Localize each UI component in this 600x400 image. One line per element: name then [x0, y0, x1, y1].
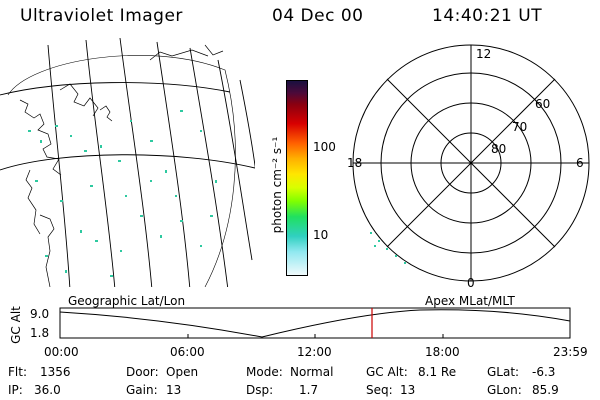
- mlt-label-18: 18: [347, 156, 363, 170]
- timeline-left-title: Geographic Lat/Lon: [68, 294, 186, 308]
- lat-label-80: 80: [491, 142, 507, 156]
- footer-gain-label: Gain:: [126, 383, 158, 397]
- time-label: 14:40:21 UT: [432, 6, 543, 26]
- footer-mode-value: Normal: [290, 365, 334, 379]
- footer-flt-value: 1356: [40, 365, 71, 379]
- time-tick-1800: 18:00: [425, 345, 460, 359]
- altitude-curve: [59, 309, 571, 338]
- footer-ip-value: 36.0: [34, 383, 61, 397]
- footer-door-value: Open: [166, 365, 199, 379]
- timeline-right-title: Apex MLat/MLT: [425, 294, 515, 308]
- instrument-title: Ultraviolet Imager: [20, 6, 183, 26]
- footer-glat-label: GLat:: [487, 365, 520, 379]
- footer-glon-value: 85.9: [532, 383, 559, 397]
- polar-diag-2: [386, 78, 556, 248]
- mlt-label-0: 0: [467, 276, 475, 290]
- earth-limb: [7, 55, 236, 287]
- footer-mode-label: Mode:: [246, 365, 283, 379]
- time-tick-1200: 12:00: [297, 345, 332, 359]
- footer-flt-label: Flt:: [8, 365, 27, 379]
- parallel-lines: [0, 82, 255, 171]
- timeline-y-tick-bottom: 1.8: [30, 326, 50, 340]
- lat-label-70: 70: [512, 120, 528, 134]
- polar-aurora-speckle: [370, 232, 406, 264]
- footer-glat-value: -6.3: [532, 365, 556, 379]
- mlt-label-6: 6: [576, 156, 584, 170]
- footer-dsp-label: Dsp:: [246, 383, 274, 397]
- meridian-lines: [47, 37, 255, 287]
- time-tick-0000: 00:00: [44, 345, 79, 359]
- colorbar-tick-100: 100: [313, 140, 336, 154]
- footer-gcalt-value: 8.1 Re: [418, 365, 457, 379]
- footer-door-label: Door:: [126, 365, 159, 379]
- timeline-frame: [59, 307, 571, 339]
- footer-gcalt-label: GC Alt:: [366, 365, 408, 379]
- time-tick-2359: 23:59: [553, 345, 588, 359]
- date-label: 04 Dec 00: [272, 6, 364, 26]
- colorbar-tick-10: 10: [313, 228, 329, 242]
- mlt-label-12: 12: [476, 47, 492, 61]
- footer-seq-label: Seq:: [366, 383, 393, 397]
- footer-glon-label: GLon:: [487, 383, 522, 397]
- footer-dsp-value: 1.7: [299, 383, 319, 397]
- color-bar: [286, 80, 308, 276]
- footer-gain-value: 13: [166, 383, 182, 397]
- coastlines: [19, 44, 224, 287]
- lat-label-60: 60: [535, 97, 551, 111]
- footer-ip-label: IP:: [8, 383, 23, 397]
- timeline-y-tick-top: 9.0: [30, 307, 50, 321]
- footer-seq-value: 13: [400, 383, 416, 397]
- aurora-speckle: [28, 110, 217, 277]
- time-tick-0600: 06:00: [170, 345, 205, 359]
